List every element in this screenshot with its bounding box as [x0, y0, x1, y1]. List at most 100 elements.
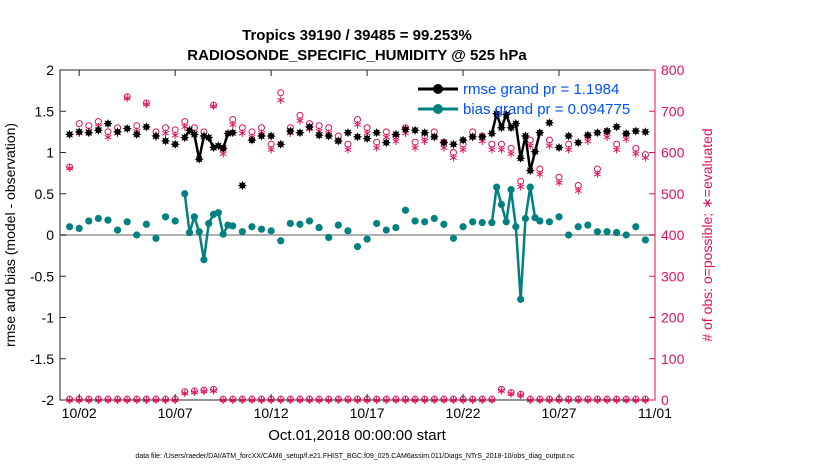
obs-low-possible-marker	[641, 395, 649, 403]
bias-point	[161, 213, 170, 221]
obs-evaluated-marker: ∗	[218, 147, 228, 161]
left-y-tick-label: -0.5	[30, 268, 54, 284]
obs-low-possible-marker	[190, 387, 198, 395]
bias-point	[65, 223, 74, 231]
rmse-segment	[193, 134, 201, 160]
bias-point	[353, 242, 362, 251]
obs-low-evaluated-marker: ∗	[170, 393, 180, 407]
bias-point	[104, 216, 112, 224]
rmse-point	[439, 138, 449, 148]
obs-possible-marker	[66, 163, 74, 171]
obs-evaluated-marker: ∗	[276, 93, 286, 107]
obs-evaluated-marker: ∗	[372, 140, 382, 154]
obs-low-evaluated-marker: ∗	[496, 383, 506, 397]
right-y-tick-label: 800	[661, 62, 685, 78]
obs-low-evaluated-marker: ∗	[631, 393, 641, 407]
obs-low-evaluated-marker: ∗	[640, 393, 650, 407]
obs-low-possible-marker	[593, 395, 601, 403]
obs-low-possible-marker	[584, 395, 592, 403]
obs-low-evaluated-marker: ∗	[448, 393, 458, 407]
legend-rmse-marker	[433, 84, 443, 94]
obs-low-possible-marker	[210, 385, 218, 393]
legend-bias-marker	[433, 104, 443, 114]
obs-possible-marker	[104, 128, 112, 136]
obs-possible-marker	[171, 126, 179, 134]
obs-possible-marker	[545, 136, 553, 144]
bias-point	[181, 190, 189, 198]
obs-evaluated-marker: ∗	[266, 142, 276, 156]
bias-point	[430, 214, 438, 223]
rmse-point	[180, 133, 190, 143]
bias-point	[296, 220, 304, 228]
obs-evaluated-marker: ∗	[170, 128, 180, 142]
obs-evaluated-marker: ∗	[439, 140, 449, 154]
obs-low-possible-marker	[488, 395, 496, 403]
obs-evaluated-marker: ∗	[362, 126, 372, 140]
obs-low-evaluated-marker: ∗	[103, 393, 113, 407]
rmse-point	[151, 131, 161, 141]
bias-point	[248, 223, 256, 231]
bias-point	[325, 233, 333, 242]
bias-point	[238, 228, 246, 236]
bias-segment	[183, 193, 191, 233]
obs-possible-marker	[162, 124, 170, 132]
obs-evaluated-marker: ∗	[209, 99, 219, 113]
bias-point	[205, 219, 213, 228]
rmse-segment	[197, 135, 206, 160]
left-y-tick-label: -1	[42, 310, 55, 326]
obs-possible-marker	[258, 124, 266, 132]
rmse-point	[631, 126, 641, 136]
obs-low-evaluated-marker: ∗	[381, 393, 391, 407]
legend: rmse grand pr = 1.1984 bias grand pr = 0…	[418, 81, 630, 118]
rmse-point	[285, 126, 295, 136]
data-file-footer: data file: /Users/raeder/DAI/ATM_forcXX/…	[135, 453, 575, 460]
obs-low-evaluated-marker: ∗	[525, 393, 535, 407]
obs-evaluated-marker: ∗	[237, 126, 247, 140]
bias-series	[65, 183, 650, 303]
bias-point	[334, 221, 342, 229]
rmse-point	[429, 132, 439, 142]
bias-point	[185, 228, 194, 237]
obs-low-possible-marker	[258, 395, 266, 403]
obs-low-possible-marker	[373, 395, 381, 403]
left-y-tick-label: 0.5	[35, 186, 55, 202]
obs-low-possible-marker	[565, 395, 573, 403]
rmse-point	[391, 129, 401, 139]
rmse-point	[247, 135, 257, 145]
obs-possible-marker	[94, 118, 102, 126]
obs-possible-marker	[325, 124, 333, 132]
obs-low-evaluated-marker: ∗	[122, 393, 132, 407]
bias-point	[632, 223, 640, 231]
bias-point	[113, 226, 122, 234]
obs-possible-marker	[181, 118, 189, 126]
obs-low-evaluated-marker: ∗	[544, 393, 554, 407]
rmse-point	[530, 147, 540, 157]
left-y-tick-label: -1.5	[30, 351, 54, 367]
obs-low-possible-marker	[440, 395, 448, 403]
obs-possible-marker	[210, 101, 218, 109]
obs-low-evaluated-marker: ∗	[516, 388, 526, 402]
right-y-tick-label: 200	[661, 310, 685, 326]
obs-low-possible-marker	[152, 395, 160, 403]
rmse-segment	[519, 135, 527, 159]
rmse-point	[487, 128, 497, 139]
obs-evaluated-marker: ∗	[554, 175, 564, 189]
right-y-tick-label: 100	[661, 351, 685, 367]
rmse-point	[314, 130, 324, 140]
obs-low-evaluated-marker: ∗	[564, 393, 574, 407]
obs-low-evaluated-marker: ∗	[477, 393, 487, 407]
bias-point	[449, 234, 458, 242]
obs-low-evaluated-marker: ∗	[429, 393, 439, 407]
rmse-point	[381, 138, 391, 148]
obs-evaluated-marker: ∗	[583, 134, 593, 148]
obs-evaluated-marker: ∗	[410, 140, 420, 154]
obs-evaluated-marker: ∗	[458, 142, 468, 156]
rmse-point	[477, 132, 487, 142]
rmse-point	[204, 133, 214, 143]
rmse-point	[65, 129, 75, 139]
left-y-tick-label: -2	[42, 392, 55, 408]
obs-low-evaluated-marker: ∗	[372, 393, 382, 407]
obs-low-evaluated-marker: ∗	[266, 393, 276, 407]
obs-low-possible-marker	[334, 395, 342, 403]
obs-evaluated-marker: ∗	[525, 138, 535, 152]
